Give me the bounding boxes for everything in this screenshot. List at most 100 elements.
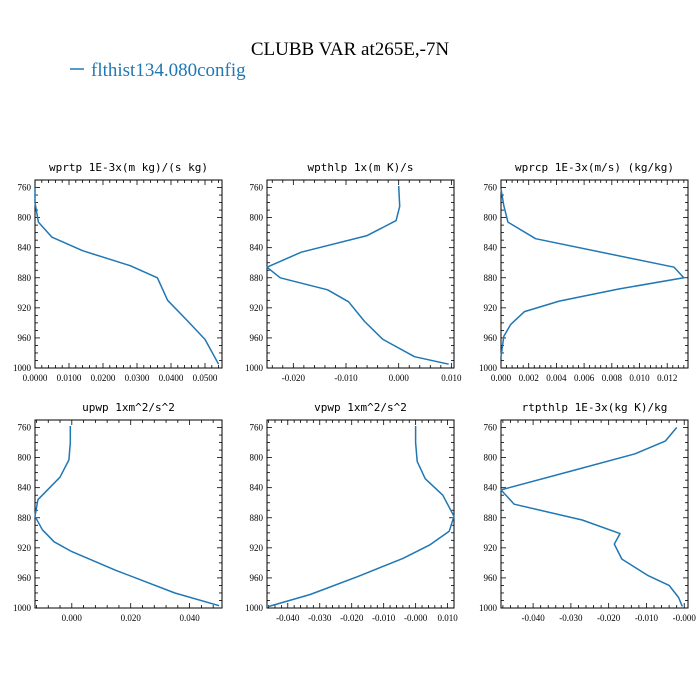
x-tick-label: 0.010 <box>441 373 462 383</box>
plot-frame <box>500 419 689 609</box>
y-tick-label: 840 <box>484 243 498 253</box>
y-tick-label: 920 <box>250 303 264 313</box>
y-tick-label: 880 <box>18 273 32 283</box>
panel-title: upwp 1xm^2/s^2 <box>82 401 175 414</box>
series-line <box>268 426 455 608</box>
legend: flthist134.080config <box>70 60 246 81</box>
x-tick-label: 0.0000 <box>23 373 48 383</box>
panel-grid: wprtp 1E-3x(m kg)/(s kg) 760 800 840 880 920 9… <box>13 161 696 623</box>
y-tick-label: 880 <box>250 513 264 523</box>
series-line <box>500 188 685 357</box>
y-tick-label: 960 <box>250 573 264 583</box>
x-tick-label: -0.010 <box>635 613 659 623</box>
y-tick-label: 800 <box>250 453 264 463</box>
y-tick-label: 760 <box>250 183 264 193</box>
series-line <box>500 427 683 607</box>
y-tick-label: 920 <box>18 303 32 313</box>
x-tick-label: 0.0400 <box>159 373 184 383</box>
y-tick-label: 880 <box>484 273 498 283</box>
x-tick-label: 0.0100 <box>57 373 82 383</box>
plot-frame <box>34 419 223 609</box>
y-tick-label: 800 <box>18 453 32 463</box>
x-tick-label: -0.010 <box>334 373 358 383</box>
series-line <box>34 426 220 607</box>
y-tick-label: 1000 <box>479 363 498 373</box>
x-tick-label: 0.020 <box>121 613 142 623</box>
y-tick-label: 840 <box>250 243 264 253</box>
panel-1: wprtp 1E-3x(m kg)/(s kg) 760 800 840 880 920 9… <box>13 161 223 383</box>
y-tick-label: 800 <box>484 213 498 223</box>
y-tick-label: 800 <box>18 213 32 223</box>
panel-title: wpthlp 1x(m K)/s <box>308 161 414 174</box>
y-tick-label: 1000 <box>13 603 32 613</box>
y-tick-label: 840 <box>18 243 32 253</box>
y-tick-label: 880 <box>484 513 498 523</box>
x-tick-label: 0.0300 <box>125 373 150 383</box>
y-tick-label: 800 <box>250 213 264 223</box>
panel-3: wprcp 1E-3x(m/s) (kg/kg) 760 800 840 880 920 9… <box>479 161 689 383</box>
x-tick-label: -0.010 <box>372 613 396 623</box>
x-tick-label: -0.000 <box>673 613 697 623</box>
panel-title: vpwp 1xm^2/s^2 <box>314 401 407 414</box>
y-tick-label: 960 <box>250 333 264 343</box>
x-tick-label: -0.040 <box>276 613 300 623</box>
y-tick-label: 760 <box>250 423 264 433</box>
panel-title: rtpthlp 1E-3x(kg K)/kg <box>522 401 668 414</box>
x-tick-label: 0.0500 <box>193 373 218 383</box>
series-line <box>266 185 449 365</box>
panel-2: wpthlp 1x(m K)/s 760 800 840 880 920 960 1000 -0… <box>245 161 462 383</box>
panel-6: rtpthlp 1E-3x(kg K)/kg 760 800 840 880 920 960… <box>479 401 696 623</box>
y-tick-label: 880 <box>250 273 264 283</box>
x-tick-label: 0.010 <box>437 613 458 623</box>
y-tick-label: 760 <box>18 423 32 433</box>
y-tick-label: 960 <box>18 573 32 583</box>
y-tick-label: 920 <box>18 543 32 553</box>
y-tick-label: 920 <box>250 543 264 553</box>
y-tick-label: 960 <box>484 333 498 343</box>
y-tick-label: 840 <box>250 483 264 493</box>
x-tick-label: 0.012 <box>657 373 677 383</box>
x-tick-label: -0.020 <box>597 613 621 623</box>
x-tick-label: 0.002 <box>519 373 539 383</box>
panel-4: upwp 1xm^2/s^2 760 800 840 880 920 960 1000 0.00… <box>13 401 223 623</box>
x-tick-label: -0.030 <box>308 613 332 623</box>
panel-5: vpwp 1xm^2/s^2 760 800 840 880 920 960 1000 -0.0… <box>245 401 458 623</box>
y-tick-label: 1000 <box>479 603 498 613</box>
plot-frame <box>266 179 455 369</box>
x-tick-label: 0.0200 <box>91 373 116 383</box>
x-tick-label: 0.000 <box>389 373 410 383</box>
x-tick-label: 0.040 <box>179 613 200 623</box>
legend-label: flthist134.080config <box>91 60 246 81</box>
x-tick-label: 0.000 <box>491 373 512 383</box>
figure-title: CLUBB VAR at265E,-7N <box>251 39 450 60</box>
y-tick-label: 1000 <box>245 603 264 613</box>
plot-frame <box>266 419 455 609</box>
y-tick-label: 920 <box>484 303 498 313</box>
y-tick-label: 1000 <box>13 363 32 373</box>
x-tick-label: -0.020 <box>340 613 364 623</box>
x-tick-label: -0.030 <box>559 613 583 623</box>
y-tick-label: 920 <box>484 543 498 553</box>
x-tick-label: -0.040 <box>521 613 545 623</box>
y-tick-label: 760 <box>18 183 32 193</box>
y-tick-label: 880 <box>18 513 32 523</box>
panel-title: wprcp 1E-3x(m/s) (kg/kg) <box>515 161 674 174</box>
y-tick-label: 960 <box>18 333 32 343</box>
plot-frame <box>34 179 223 369</box>
x-tick-label: 0.010 <box>629 373 650 383</box>
y-tick-label: 960 <box>484 573 498 583</box>
x-tick-label: 0.004 <box>546 373 567 383</box>
panel-title: wprtp 1E-3x(m kg)/(s kg) <box>49 161 208 174</box>
y-tick-label: 800 <box>484 453 498 463</box>
y-tick-label: 760 <box>484 183 498 193</box>
y-tick-label: 1000 <box>245 363 264 373</box>
x-tick-label: 0.008 <box>602 373 623 383</box>
x-tick-label: 0.000 <box>62 613 83 623</box>
y-tick-label: 840 <box>484 483 498 493</box>
x-tick-label: 0.006 <box>574 373 595 383</box>
x-tick-label: -0.000 <box>404 613 428 623</box>
series-line <box>34 187 220 365</box>
x-tick-label: -0.020 <box>282 373 306 383</box>
y-tick-label: 760 <box>484 423 498 433</box>
